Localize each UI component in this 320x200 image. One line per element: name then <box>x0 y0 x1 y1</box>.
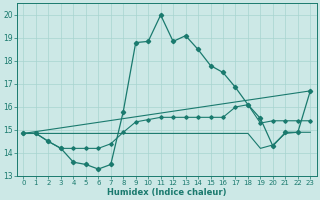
X-axis label: Humidex (Indice chaleur): Humidex (Indice chaleur) <box>107 188 227 197</box>
